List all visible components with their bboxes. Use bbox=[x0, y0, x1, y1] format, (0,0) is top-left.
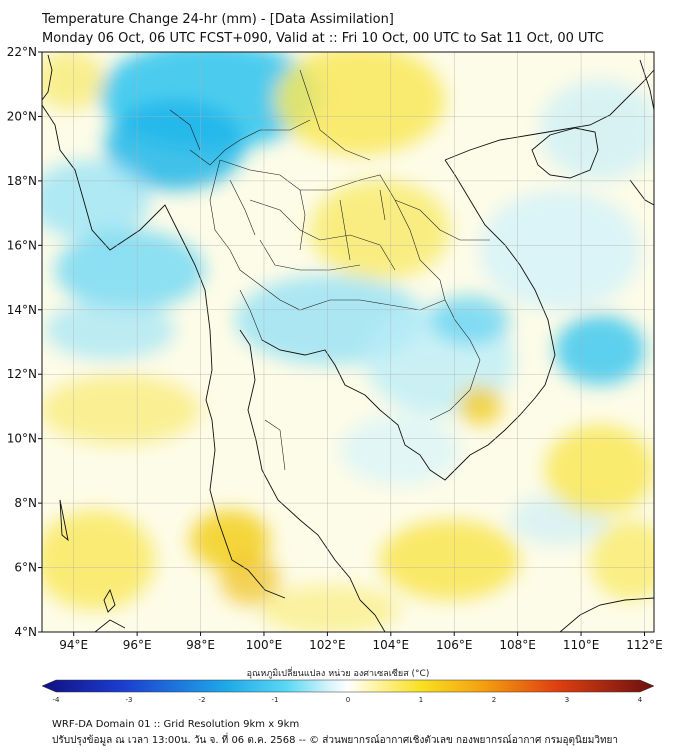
colorbar-tick-label: 0 bbox=[346, 696, 350, 704]
lat-tick-label: 8°N bbox=[14, 496, 37, 510]
lon-tick-label: 94°E bbox=[59, 638, 88, 652]
colorbar-tick-label: -2 bbox=[199, 696, 206, 704]
coastlines bbox=[42, 54, 654, 632]
colorbar-ticks: -4 -3 -2 -1 0 1 2 3 4 bbox=[53, 696, 643, 704]
lat-tick-label: 22°N bbox=[7, 45, 37, 59]
lon-tick-label: 98°E bbox=[186, 638, 215, 652]
lat-tick-label: 16°N bbox=[7, 238, 37, 252]
colorbar-tick-label: -1 bbox=[272, 696, 279, 704]
lon-tick-label: 102°E bbox=[309, 638, 346, 652]
lon-tick-label: 104°E bbox=[373, 638, 410, 652]
footer-update-info: ปรับปรุงข้อมูล ณ เวลา 13:00น. วัน จ. ที่… bbox=[52, 735, 619, 746]
longitude-ticks: 94°E 96°E 98°E 100°E 102°E 104°E 106°E 108°E 110… bbox=[59, 632, 663, 652]
colorbar-tick-label: -3 bbox=[126, 696, 133, 704]
lon-tick-label: 110°E bbox=[563, 638, 600, 652]
lat-tick-label: 10°N bbox=[7, 432, 37, 446]
temperature-field bbox=[42, 52, 654, 632]
colorbar-tick-label: 1 bbox=[419, 696, 423, 704]
colorbar-tick-label: 2 bbox=[492, 696, 496, 704]
lat-tick-label: 12°N bbox=[7, 367, 37, 381]
lat-tick-label: 4°N bbox=[14, 625, 37, 639]
lon-tick-label: 112°E bbox=[626, 638, 663, 652]
lat-tick-label: 20°N bbox=[7, 109, 37, 123]
lon-tick-label: 96°E bbox=[123, 638, 152, 652]
colorbar-tick-label: 4 bbox=[638, 696, 643, 704]
colorbar-title: อุณหภูมิเปลี่ยนแปลง หน่วย องศาเซลเซียส (… bbox=[246, 669, 430, 679]
lon-tick-label: 108°E bbox=[499, 638, 536, 652]
colorbar-tick-label: 3 bbox=[565, 696, 569, 704]
map-frame bbox=[41, 51, 655, 633]
footer-domain-info: WRF-DA Domain 01 :: Grid Resolution 9km … bbox=[52, 719, 300, 730]
colorbar-tick-label: -4 bbox=[53, 696, 61, 704]
map-title: Temperature Change 24-hr (mm) - [Data As… bbox=[42, 12, 394, 27]
lat-tick-label: 18°N bbox=[7, 174, 37, 188]
colorbar-bar bbox=[41, 679, 655, 693]
lat-tick-label: 6°N bbox=[14, 561, 37, 575]
lon-tick-label: 100°E bbox=[246, 638, 283, 652]
lon-tick-label: 106°E bbox=[436, 638, 473, 652]
map-subtitle: Monday 06 Oct, 06 UTC FCST+090, Valid at… bbox=[42, 31, 604, 46]
colorbar: -4 -3 -2 -1 0 1 2 3 4 bbox=[41, 679, 655, 704]
province-borders bbox=[169, 69, 490, 471]
lat-tick-label: 14°N bbox=[7, 303, 37, 317]
latitude-ticks: 22°N 20°N 18°N 16°N 14°N 12°N 10°N 8°N 6°N 4°N bbox=[7, 45, 42, 639]
